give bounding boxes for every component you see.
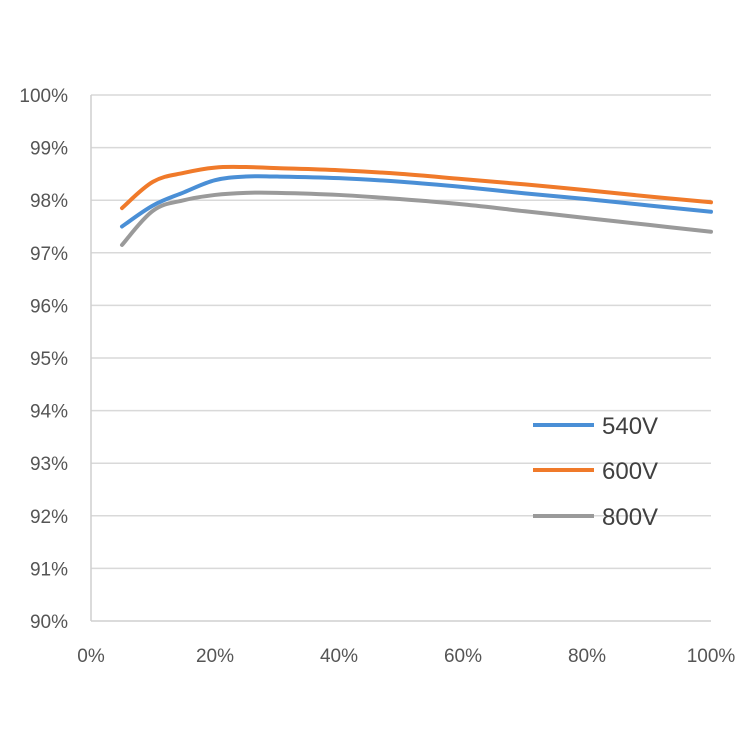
x-tick-label: 80% — [568, 646, 606, 667]
legend-label-800v: 800V — [602, 504, 658, 531]
y-tick-label: 100% — [19, 86, 68, 107]
x-tick-label: 60% — [444, 646, 482, 667]
x-tick-label: 20% — [196, 646, 234, 667]
series-line-600v — [120, 164, 713, 211]
series-line-800v — [120, 190, 713, 247]
axes — [90, 95, 711, 622]
x-tick-label: 40% — [320, 646, 358, 667]
y-tick-label: 94% — [30, 402, 68, 423]
y-tick-label: 92% — [30, 507, 68, 528]
grid-lines — [91, 94, 711, 570]
y-tick-label: 93% — [30, 454, 68, 475]
x-tick-label: 0% — [77, 646, 105, 667]
y-tick-label: 99% — [30, 139, 68, 160]
y-tick-label: 97% — [30, 244, 68, 265]
x-tick-labels: 0% 20% 40% 60% 80% 100% — [77, 646, 735, 667]
y-tick-label: 95% — [30, 349, 68, 370]
series-line-540v — [120, 174, 713, 229]
legend-label-540v: 540V — [602, 413, 658, 440]
y-tick-labels: 90% 91% 92% 93% 94% 95% 96% 97% 98% 99% 100% — [19, 86, 68, 633]
y-tick-label: 91% — [30, 559, 68, 580]
series-lines — [120, 164, 713, 247]
legend-label-600v: 600V — [602, 458, 658, 485]
y-tick-label: 90% — [30, 612, 68, 633]
y-tick-label: 96% — [30, 296, 68, 317]
x-tick-label: 100% — [687, 646, 736, 667]
y-tick-label: 98% — [30, 191, 68, 212]
legend: 540V 600V 800V — [533, 413, 658, 531]
